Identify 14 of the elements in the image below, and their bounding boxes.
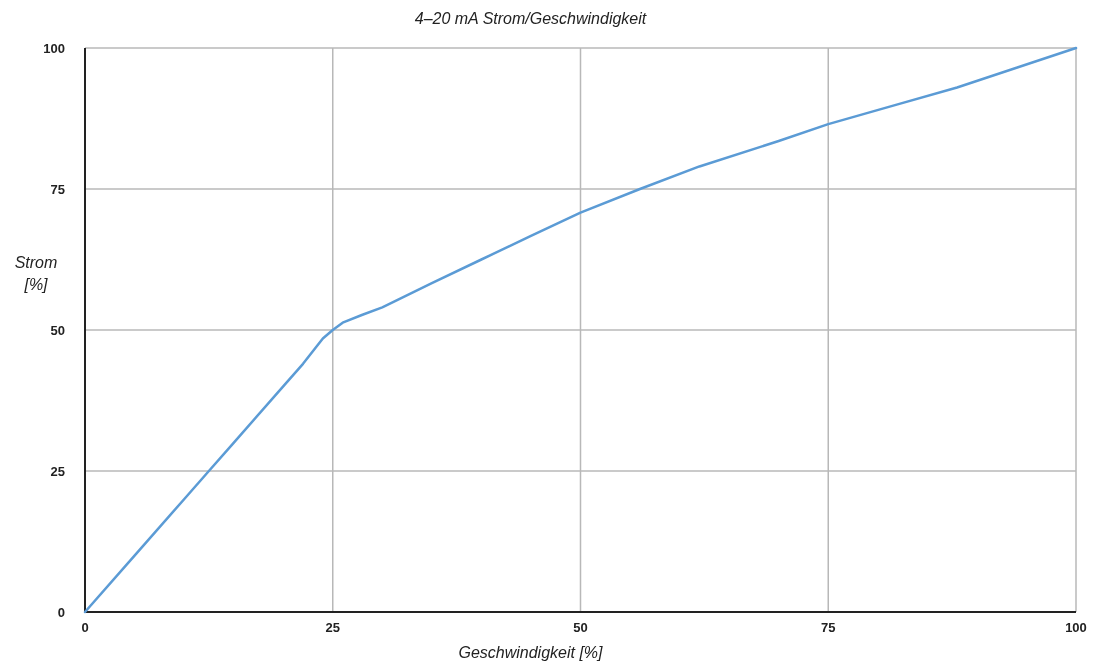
- x-tick-label: 50: [573, 620, 588, 635]
- y-tick-label: 25: [50, 464, 65, 479]
- x-tick-label: 75: [821, 620, 836, 635]
- y-axis-title: Strom [%]: [14, 254, 58, 293]
- y-tick-label: 50: [50, 323, 65, 338]
- y-tick-label: 0: [57, 605, 65, 620]
- x-tick-label: 100: [1065, 620, 1087, 635]
- chart-title: 4–20 mA Strom/Geschwindigkeit: [414, 10, 647, 27]
- x-tick-label: 0: [81, 620, 89, 635]
- y-tick-label: 75: [50, 182, 65, 197]
- y-tick-label: 100: [43, 41, 65, 56]
- x-axis-title: Geschwindigkeit [%]: [458, 644, 604, 661]
- line-series: [83, 46, 1078, 614]
- x-tick-label: 25: [325, 620, 340, 635]
